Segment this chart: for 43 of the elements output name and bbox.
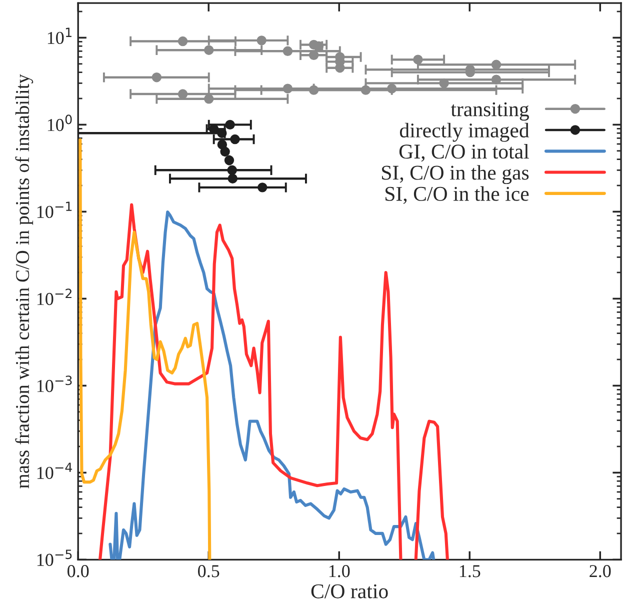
point (204, 94, 214, 104)
point (217, 140, 228, 150)
point (224, 155, 234, 166)
point (335, 63, 345, 73)
point (491, 74, 502, 84)
point (256, 36, 266, 46)
x-tick-label: 2.0 (590, 565, 611, 578)
point (152, 72, 162, 82)
legend-label: SI, C/O in the ice (386, 186, 529, 204)
legend-label: GI, C/O in total (399, 144, 529, 162)
line-series (78, 138, 212, 560)
y-tick-label: 10$^{−3}$ (37, 376, 72, 392)
legend-label: transiting (450, 102, 529, 121)
legend-label: directly imaged (400, 122, 530, 142)
point (178, 36, 188, 46)
y-tick-label: 10$^{−1}$ (37, 202, 72, 218)
point (228, 174, 238, 184)
point (225, 120, 235, 130)
point (413, 54, 423, 64)
point (439, 78, 449, 88)
x-tick-label: 0.0 (68, 565, 89, 578)
point (227, 165, 237, 176)
x-axis-title: C/O ratio (311, 584, 388, 598)
x-tick-label: 0.5 (198, 565, 220, 578)
point (220, 146, 230, 156)
point (282, 46, 293, 56)
x-tick-label: 1.5 (460, 565, 480, 578)
y-tick-label: 10$^{1}$ (48, 28, 72, 44)
point (230, 134, 240, 144)
point (308, 85, 319, 95)
legend-label: SI, C/O in the gas (382, 165, 529, 184)
point (258, 182, 268, 192)
y-tick-label: 10$^{−4}$ (37, 462, 72, 480)
y-tick-label: 10$^{−2}$ (37, 288, 72, 306)
point (386, 84, 397, 94)
point (204, 45, 214, 55)
y-axis-title: mass fraction with certain C/O in points of instability (15, 74, 34, 488)
x-tick-label: 1.0 (329, 565, 350, 578)
y-tick-label: 10$^{−5}$ (37, 550, 72, 566)
point (282, 84, 293, 94)
y-tick-label: 10$^{0}$ (48, 114, 72, 132)
point (178, 89, 188, 99)
point (491, 60, 502, 70)
